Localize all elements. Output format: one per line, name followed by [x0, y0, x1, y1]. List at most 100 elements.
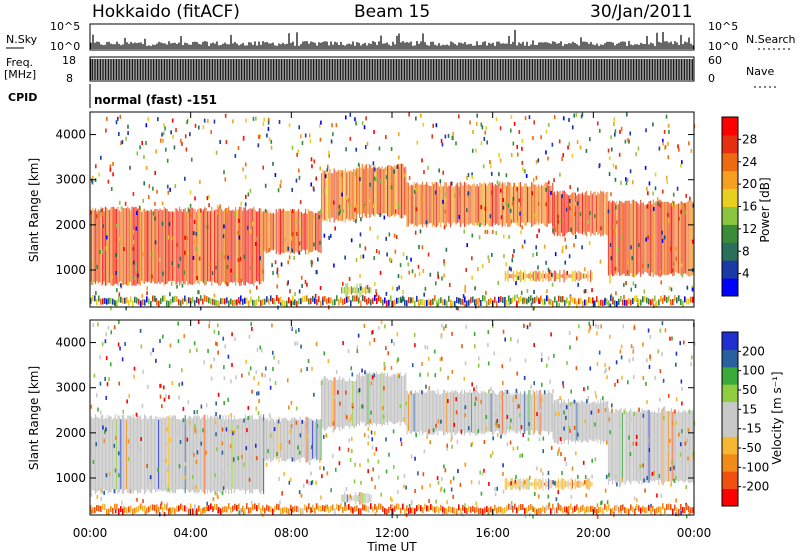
scatter-cell: [143, 181, 145, 186]
scatter-cell: [205, 403, 208, 408]
scatter-cell: [349, 458, 352, 463]
scatter-cell: [249, 289, 251, 294]
scatter-cell: [647, 438, 649, 443]
scatter-cell: [100, 155, 102, 160]
scatter-cell: [221, 490, 224, 495]
scatter-cell: [347, 349, 350, 354]
near-range-cell: [414, 508, 416, 515]
scatter-cell: [596, 331, 598, 336]
scatter-cell: [521, 167, 524, 172]
scatter-cell: [680, 163, 682, 168]
near-range-cell: [332, 504, 334, 511]
near-range-cell: [282, 300, 284, 307]
near-range-cell: [510, 503, 512, 510]
scatter-cell: [370, 410, 372, 415]
scatter-cell: [328, 150, 330, 155]
scatter-cell: [614, 129, 617, 134]
near-range-cell: [164, 295, 166, 302]
scatter-cell: [168, 222, 171, 227]
scatter-cell: [446, 500, 448, 505]
near-range-cell: [582, 504, 584, 511]
near-range-cell: [144, 505, 146, 512]
scatter-cell: [632, 375, 635, 380]
scatter-cell: [152, 211, 155, 216]
scatter-cell: [279, 184, 282, 189]
scatter-cell: [545, 187, 547, 192]
scatter-cell: [670, 287, 673, 292]
scatter-cell: [129, 444, 132, 449]
near-range-cell: [622, 504, 624, 511]
near-range-cell: [690, 507, 692, 514]
scatter-cell: [279, 446, 282, 451]
scatter-cell: [657, 201, 659, 206]
scatter-cell: [299, 433, 302, 438]
scatter-cell: [543, 244, 546, 249]
colorbar-swatch: [722, 419, 738, 437]
scatter-cell: [300, 344, 302, 349]
scatter-cell: [632, 349, 635, 354]
scatter-cell: [180, 368, 183, 373]
scatter-cell: [675, 351, 678, 356]
near-range-cell: [486, 300, 488, 307]
scatter-cell: [278, 119, 281, 124]
scatter-cell: [551, 272, 553, 277]
scatter-cell: [487, 255, 490, 260]
scatter-cell: [621, 375, 623, 380]
scatter-cell: [505, 389, 508, 394]
near-range-cell: [552, 503, 554, 510]
scatter-cell: [575, 366, 578, 371]
scatter-cell: [267, 126, 270, 131]
scatter-cell: [447, 399, 449, 404]
near-range-cell: [536, 295, 538, 302]
scatter-cell: [181, 141, 183, 146]
scatter-cell: [560, 452, 562, 457]
scatter-cell: [505, 173, 508, 178]
scatter-cell: [673, 465, 675, 470]
near-range-cell: [152, 295, 154, 302]
scatter-cell: [289, 477, 292, 482]
near-range-cell: [614, 505, 616, 512]
near-range-cell: [296, 505, 298, 512]
near-range-cell: [110, 506, 112, 513]
scatter-cell: [421, 158, 423, 163]
scatter-cell: [495, 230, 498, 235]
scatter-cell: [296, 152, 298, 157]
scatter-cell: [475, 121, 478, 126]
scatter-cell: [221, 450, 224, 455]
scatter-cell: [632, 357, 634, 362]
colorbar-tick-label: -50: [742, 441, 762, 455]
scatter-cell: [547, 470, 550, 475]
scatter-cell: [238, 235, 241, 240]
scatter-cell: [97, 322, 99, 327]
near-range-cell: [94, 295, 96, 302]
scatter-cell: [609, 334, 611, 339]
scatter-cell: [568, 330, 571, 335]
scatter-cell: [367, 458, 369, 463]
scatter-cell: [442, 511, 444, 516]
near-range-cell: [690, 296, 692, 303]
scatter-cell: [510, 219, 513, 224]
scatter-cell: [140, 344, 143, 349]
scatter-cell: [142, 252, 145, 257]
near-range-cell: [588, 296, 590, 303]
scatter-cell: [359, 286, 362, 291]
near-range-cell: [206, 505, 208, 512]
scatter-cell: [253, 376, 255, 381]
near-range-cell: [286, 507, 288, 514]
scatter-cell: [687, 428, 690, 433]
scatter-cell: [128, 394, 131, 399]
scatter-cell: [161, 201, 164, 206]
near-range-cell: [488, 507, 490, 514]
scatter-cell: [348, 203, 351, 208]
scatter-cell: [550, 332, 552, 337]
scatter-cell: [506, 442, 509, 447]
near-range-cell: [242, 505, 244, 512]
scatter-cell: [508, 266, 511, 271]
near-range-cell: [618, 298, 620, 305]
near-range-cell: [358, 297, 360, 304]
scatter-cell: [685, 485, 687, 490]
velocity-data: [89, 320, 696, 519]
scatter-cell: [606, 500, 609, 505]
near-range-cell: [500, 506, 502, 513]
